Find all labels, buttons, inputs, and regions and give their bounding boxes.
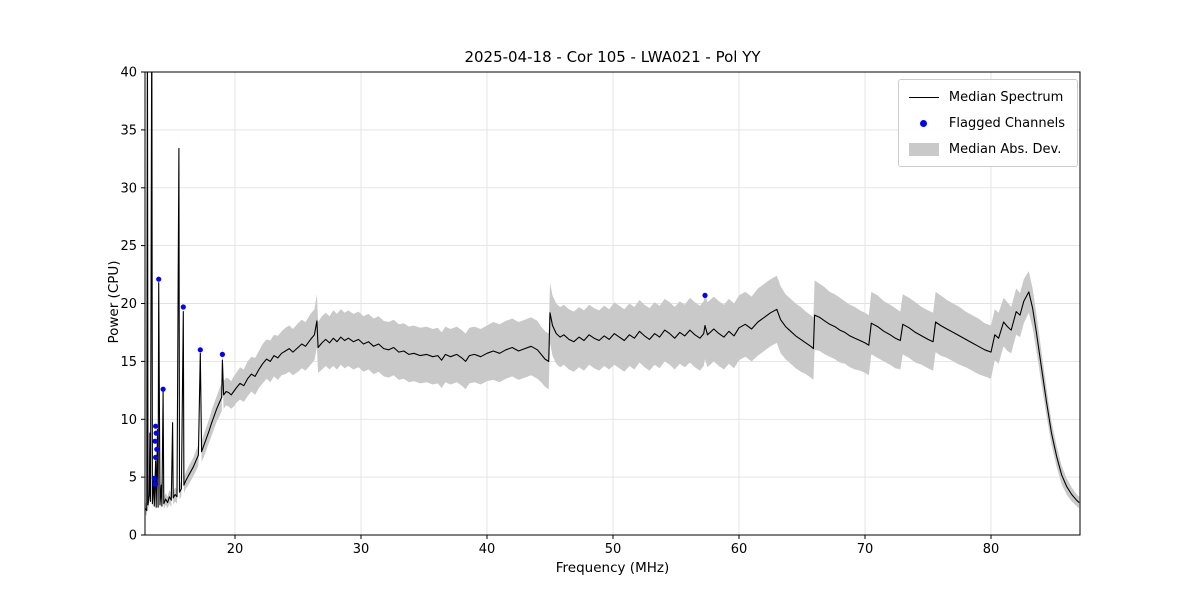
y-tick-labels: 0 5 10 15 20 25 30 35 40 (120, 66, 137, 544)
x-tick-label: 30 (353, 542, 370, 557)
legend-label-flagged-channels: Flagged Channels (948, 115, 1065, 131)
x-tick-label: 70 (857, 542, 874, 557)
plot-title: 2025-04-18 - Cor 105 - LWA021 - Pol YY (464, 48, 761, 66)
legend-label-median-abs-dev: Median Abs. Dev. (948, 141, 1062, 157)
flagged-channel-point (153, 423, 159, 429)
legend-item-median-spectrum: Median Spectrum (908, 87, 1065, 107)
y-axis-ticks (141, 71, 145, 536)
flagged-channel-point (197, 347, 203, 353)
legend-label-median-spectrum: Median Spectrum (948, 89, 1064, 105)
flagged-channel-point (702, 292, 708, 298)
y-tick-label: 20 (120, 297, 137, 312)
flagged-channels (151, 276, 708, 487)
flagged-channel-point (152, 438, 158, 444)
y-tick-label: 40 (120, 66, 137, 81)
x-axis-ticks (234, 535, 992, 539)
median-spectrum-line (145, 72, 1080, 512)
x-tick-label: 40 (479, 542, 496, 557)
legend-line-sample (908, 96, 939, 98)
flagged-channel-point (152, 481, 158, 487)
mad-band (145, 72, 1080, 517)
flagged-channel-point (219, 351, 225, 357)
y-tick-label: 25 (120, 239, 137, 254)
legend-dot-sample (920, 119, 928, 127)
y-tick-label: 5 (129, 471, 137, 486)
y-tick-label: 35 (120, 123, 137, 138)
y-axis-label: Power (CPU) (106, 260, 122, 344)
x-tick-label: 50 (605, 542, 622, 557)
y-tick-label: 0 (129, 529, 137, 544)
flagged-channel-point (153, 430, 159, 436)
flagged-channel-point (154, 446, 160, 452)
x-tick-label: 80 (983, 542, 1000, 557)
y-tick-label: 10 (120, 413, 137, 428)
y-tick-label: 30 (120, 181, 137, 196)
x-tick-label: 20 (227, 542, 244, 557)
flagged-channel-point (156, 276, 162, 282)
legend-item-flagged-channels: Flagged Channels (909, 113, 1065, 133)
legend-patch-sample (908, 142, 939, 156)
x-tick-labels: 20 30 40 50 60 70 80 (227, 542, 1000, 557)
x-axis-label: Frequency (MHz) (555, 560, 670, 576)
legend-item-median-abs-dev: Median Abs. Dev. (908, 139, 1065, 159)
legend: Median Spectrum Flagged Channels Median … (897, 79, 1078, 167)
flagged-channel-point (151, 475, 157, 481)
flagged-channel-point (153, 454, 159, 460)
flagged-channel-point (180, 304, 186, 310)
y-tick-label: 15 (120, 355, 137, 370)
x-tick-label: 60 (731, 542, 748, 557)
flagged-channel-point (160, 386, 166, 392)
